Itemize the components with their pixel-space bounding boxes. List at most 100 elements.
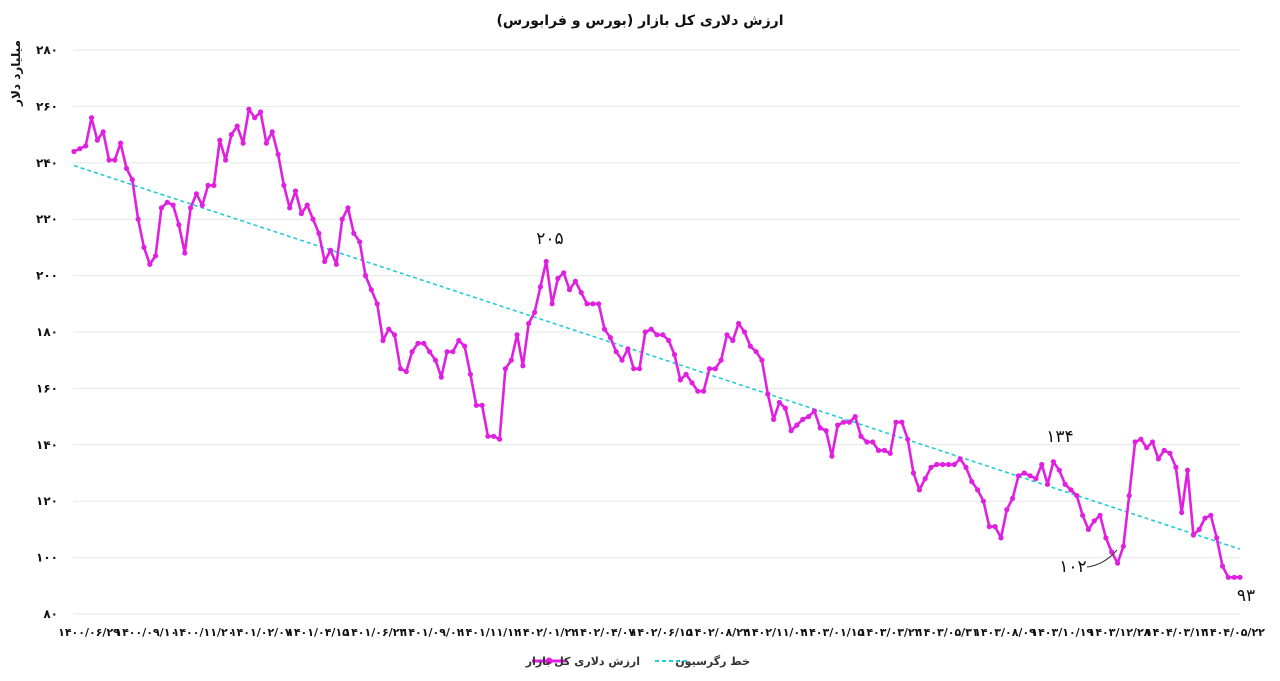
data-point[interactable]	[246, 106, 252, 112]
data-point[interactable]	[88, 115, 95, 121]
data-point[interactable]	[327, 247, 334, 253]
data-point[interactable]	[123, 165, 130, 171]
data-point[interactable]	[660, 332, 666, 338]
data-point[interactable]	[823, 428, 829, 434]
data-point[interactable]	[94, 137, 100, 143]
data-point[interactable]	[940, 461, 946, 468]
data-point[interactable]	[193, 191, 199, 197]
data-point[interactable]	[1085, 526, 1091, 533]
data-point[interactable]	[217, 137, 223, 143]
data-point[interactable]	[969, 478, 975, 485]
data-point[interactable]	[1184, 467, 1191, 473]
data-point[interactable]	[281, 182, 287, 188]
data-point[interactable]	[508, 357, 514, 363]
data-point[interactable]	[683, 371, 689, 377]
data-point[interactable]	[368, 287, 374, 293]
data-point[interactable]	[129, 177, 135, 183]
data-point[interactable]	[555, 275, 561, 281]
data-point[interactable]	[83, 143, 89, 149]
data-point[interactable]	[905, 436, 911, 442]
data-point[interactable]	[176, 222, 182, 228]
data-point[interactable]	[875, 447, 882, 453]
data-point[interactable]	[537, 284, 544, 290]
data-point[interactable]	[392, 332, 398, 338]
data-point[interactable]	[671, 352, 678, 358]
data-point[interactable]	[240, 140, 246, 146]
data-point[interactable]	[928, 464, 934, 470]
data-point[interactable]	[485, 433, 491, 439]
data-point[interactable]	[409, 349, 415, 355]
data-point[interactable]	[590, 301, 596, 307]
data-point[interactable]	[1045, 481, 1051, 487]
data-point[interactable]	[543, 258, 549, 265]
data-point[interactable]	[893, 419, 899, 425]
data-point[interactable]	[578, 289, 584, 296]
data-point[interactable]	[736, 320, 742, 327]
data-point[interactable]	[1062, 481, 1068, 487]
data-point[interactable]	[747, 343, 753, 349]
data-point[interactable]	[724, 332, 730, 338]
data-point[interactable]	[403, 368, 409, 375]
data-point[interactable]	[566, 287, 573, 293]
data-point[interactable]	[275, 151, 281, 157]
data-point[interactable]	[631, 366, 637, 372]
data-point[interactable]	[1167, 450, 1173, 456]
data-point[interactable]	[846, 419, 853, 425]
data-point[interactable]	[427, 349, 433, 355]
data-point[interactable]	[298, 211, 304, 217]
data-point[interactable]	[456, 337, 462, 344]
data-point[interactable]	[118, 140, 124, 146]
data-point[interactable]	[1021, 470, 1027, 476]
data-point[interactable]	[1196, 526, 1202, 533]
data-point[interactable]	[963, 464, 969, 470]
data-point[interactable]	[584, 301, 590, 307]
data-point[interactable]	[980, 498, 987, 504]
data-point[interactable]	[106, 157, 112, 163]
data-point[interactable]	[339, 216, 345, 222]
data-point[interactable]	[741, 329, 748, 335]
data-point[interactable]	[642, 329, 648, 335]
data-point[interactable]	[345, 205, 351, 211]
data-point[interactable]	[1068, 487, 1074, 493]
data-point[interactable]	[998, 535, 1004, 541]
data-point[interactable]	[730, 337, 736, 344]
data-point[interactable]	[322, 258, 328, 265]
data-point[interactable]	[1161, 447, 1167, 453]
data-point[interactable]	[462, 343, 468, 349]
data-point[interactable]	[467, 371, 473, 377]
data-point[interactable]	[1010, 495, 1016, 501]
data-point[interactable]	[601, 326, 608, 332]
data-point[interactable]	[613, 349, 619, 355]
data-point[interactable]	[397, 366, 404, 372]
data-point[interactable]	[252, 115, 258, 121]
data-point[interactable]	[596, 301, 602, 307]
data-point[interactable]	[497, 436, 503, 442]
data-point[interactable]	[817, 425, 823, 431]
data-point[interactable]	[479, 402, 485, 408]
data-point[interactable]	[188, 205, 194, 211]
data-point[interactable]	[992, 524, 998, 530]
data-point[interactable]	[666, 337, 672, 344]
data-point[interactable]	[829, 453, 835, 459]
data-point[interactable]	[572, 278, 579, 284]
data-point[interactable]	[986, 524, 992, 530]
data-point[interactable]	[695, 388, 701, 394]
data-point[interactable]	[811, 408, 818, 414]
data-point[interactable]	[1138, 436, 1144, 442]
data-point[interactable]	[899, 419, 905, 425]
data-point[interactable]	[199, 202, 205, 208]
data-point[interactable]	[287, 205, 293, 211]
data-point[interactable]	[835, 422, 841, 428]
data-point[interactable]	[1027, 473, 1033, 479]
data-point[interactable]	[100, 129, 106, 135]
data-point[interactable]	[794, 422, 800, 428]
data-point[interactable]	[432, 357, 439, 363]
data-point[interactable]	[765, 391, 771, 397]
data-point[interactable]	[800, 416, 806, 422]
data-point[interactable]	[1149, 439, 1156, 445]
data-point[interactable]	[975, 487, 981, 493]
data-point[interactable]	[625, 346, 631, 352]
data-point[interactable]	[135, 216, 141, 222]
data-point[interactable]	[1103, 535, 1109, 541]
data-point[interactable]	[1214, 535, 1220, 541]
